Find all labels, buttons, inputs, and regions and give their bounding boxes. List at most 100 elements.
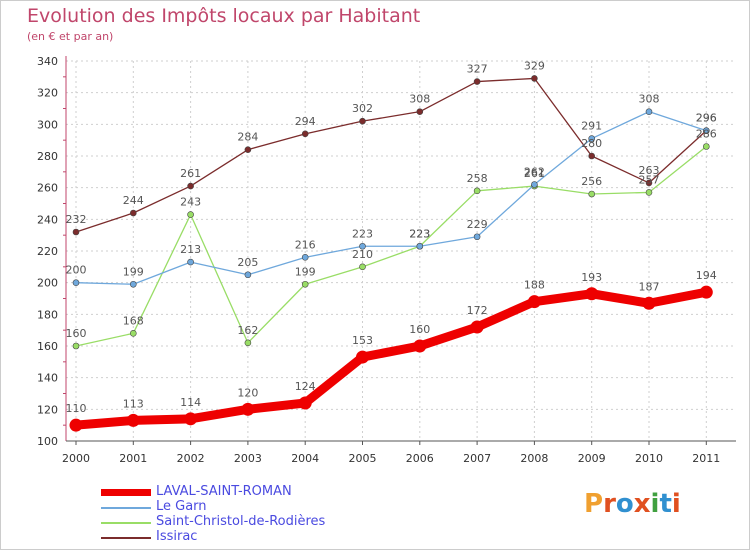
data-label: 243 xyxy=(180,196,201,209)
data-label: 172 xyxy=(467,304,488,317)
data-label: 120 xyxy=(237,386,258,399)
data-label: 258 xyxy=(467,172,488,185)
y-tick-label: 220 xyxy=(37,245,58,258)
data-point-3 xyxy=(473,78,481,85)
data-point-2 xyxy=(645,189,653,196)
line-chart: 100120140160180200220240260280300320340 … xyxy=(37,55,736,465)
data-label: 256 xyxy=(581,175,602,188)
legend-label-laval: LAVAL-SAINT-ROMAN xyxy=(156,484,292,499)
data-labels: 232 244 261 284 294 302 308 327 329 280 263 296 160 1… xyxy=(66,59,717,415)
data-label: 308 xyxy=(639,93,660,106)
x-tick-label: 2005 xyxy=(349,452,377,465)
chart-title: Evolution des Impôts locaux par Habitant xyxy=(27,5,421,27)
data-point-1 xyxy=(473,233,481,241)
data-point-1 xyxy=(72,279,80,286)
data-label: 223 xyxy=(409,227,430,240)
data-label: 210 xyxy=(352,248,373,261)
data-point-2 xyxy=(301,280,309,288)
data-point-3 xyxy=(72,228,80,236)
y-tick-label: 180 xyxy=(37,308,58,321)
data-label: 194 xyxy=(696,269,717,282)
data-point-2 xyxy=(130,330,137,337)
data-label: 261 xyxy=(180,167,201,180)
data-point-1 xyxy=(702,127,710,134)
data-point-3 xyxy=(130,209,137,217)
data-label: 284 xyxy=(237,131,258,144)
y-tick-label: 120 xyxy=(37,403,58,416)
data-label: 229 xyxy=(467,218,488,231)
data-label: 162 xyxy=(237,324,258,337)
chart-subtitle: (en € et par an) xyxy=(27,30,114,43)
data-point-3 xyxy=(301,130,309,138)
legend-swatch-issirac xyxy=(101,537,151,539)
proxiti-logo: Proxiti xyxy=(584,489,681,519)
data-label: 296 xyxy=(696,112,717,125)
data-label: 244 xyxy=(123,194,144,207)
data-label: 308 xyxy=(409,93,430,106)
y-tick-labels: 100 120 140 160 180 200 220 240 260 280 300 320 340 xyxy=(37,55,58,448)
y-tick-label: 260 xyxy=(37,182,58,195)
data-label: 114 xyxy=(180,396,201,409)
data-label: 124 xyxy=(295,380,316,393)
data-label: 205 xyxy=(237,256,258,269)
legend-item-saint-christol: Saint-Christol-de-Rodières xyxy=(101,514,441,530)
y-tick-label: 100 xyxy=(37,435,58,448)
data-point-0 xyxy=(184,412,198,426)
data-point-0 xyxy=(126,413,140,427)
data-label: 216 xyxy=(295,238,316,251)
data-label: 263 xyxy=(639,164,660,177)
legend-swatch-saint-christol xyxy=(101,522,151,524)
data-point-1 xyxy=(187,258,194,266)
logo-letter: r xyxy=(603,489,616,519)
data-label: 223 xyxy=(409,227,430,240)
data-point-1 xyxy=(130,280,137,288)
x-tick-label: 2010 xyxy=(635,452,663,465)
legend-label-issirac: Issirac xyxy=(156,529,198,544)
data-point-0 xyxy=(527,295,541,309)
data-point-3 xyxy=(187,182,194,190)
legend-item-issirac: Issirac xyxy=(101,529,441,545)
y-tick-label: 280 xyxy=(37,150,58,163)
data-label: 213 xyxy=(180,243,201,256)
axes xyxy=(63,56,736,445)
y-tick-label: 240 xyxy=(37,213,58,226)
grid-lines xyxy=(66,60,736,442)
series-line-2 xyxy=(75,145,707,347)
data-label: 280 xyxy=(581,137,602,150)
data-label: 193 xyxy=(581,271,602,284)
data-point-1 xyxy=(416,242,424,250)
y-tick-label: 300 xyxy=(37,118,58,131)
x-tick-label: 2001 xyxy=(119,452,147,465)
data-label: 168 xyxy=(123,314,144,327)
series-line-3 xyxy=(75,77,707,233)
x-tick-label: 2000 xyxy=(62,452,90,465)
y-tick-label: 140 xyxy=(37,372,58,385)
legend-label-le-garn: Le Garn xyxy=(156,499,207,514)
data-point-2 xyxy=(187,211,194,218)
x-tick-label: 2011 xyxy=(692,452,720,465)
data-point-0 xyxy=(585,287,599,301)
data-point-2 xyxy=(359,263,366,271)
data-point-1 xyxy=(301,254,309,261)
data-label: 188 xyxy=(524,279,545,292)
data-point-2 xyxy=(473,187,481,195)
data-point-1 xyxy=(645,108,653,115)
x-tick-label: 2009 xyxy=(578,452,606,465)
data-point-1 xyxy=(588,135,596,142)
data-point-2 xyxy=(702,143,710,150)
data-point-0 xyxy=(298,396,312,410)
data-point-1 xyxy=(244,271,252,279)
data-point-0 xyxy=(241,402,255,416)
x-tick-label: 2007 xyxy=(463,452,491,465)
data-label: 291 xyxy=(581,120,602,133)
y-tick-label: 320 xyxy=(37,87,58,100)
data-label: 262 xyxy=(524,166,545,179)
data-label: 232 xyxy=(66,213,87,226)
data-point-0 xyxy=(356,350,369,364)
data-point-3 xyxy=(645,179,653,187)
y-tick-label: 340 xyxy=(37,55,58,68)
data-label: 113 xyxy=(123,397,144,410)
data-label: 327 xyxy=(467,63,488,76)
x-tick-label: 2006 xyxy=(406,452,434,465)
